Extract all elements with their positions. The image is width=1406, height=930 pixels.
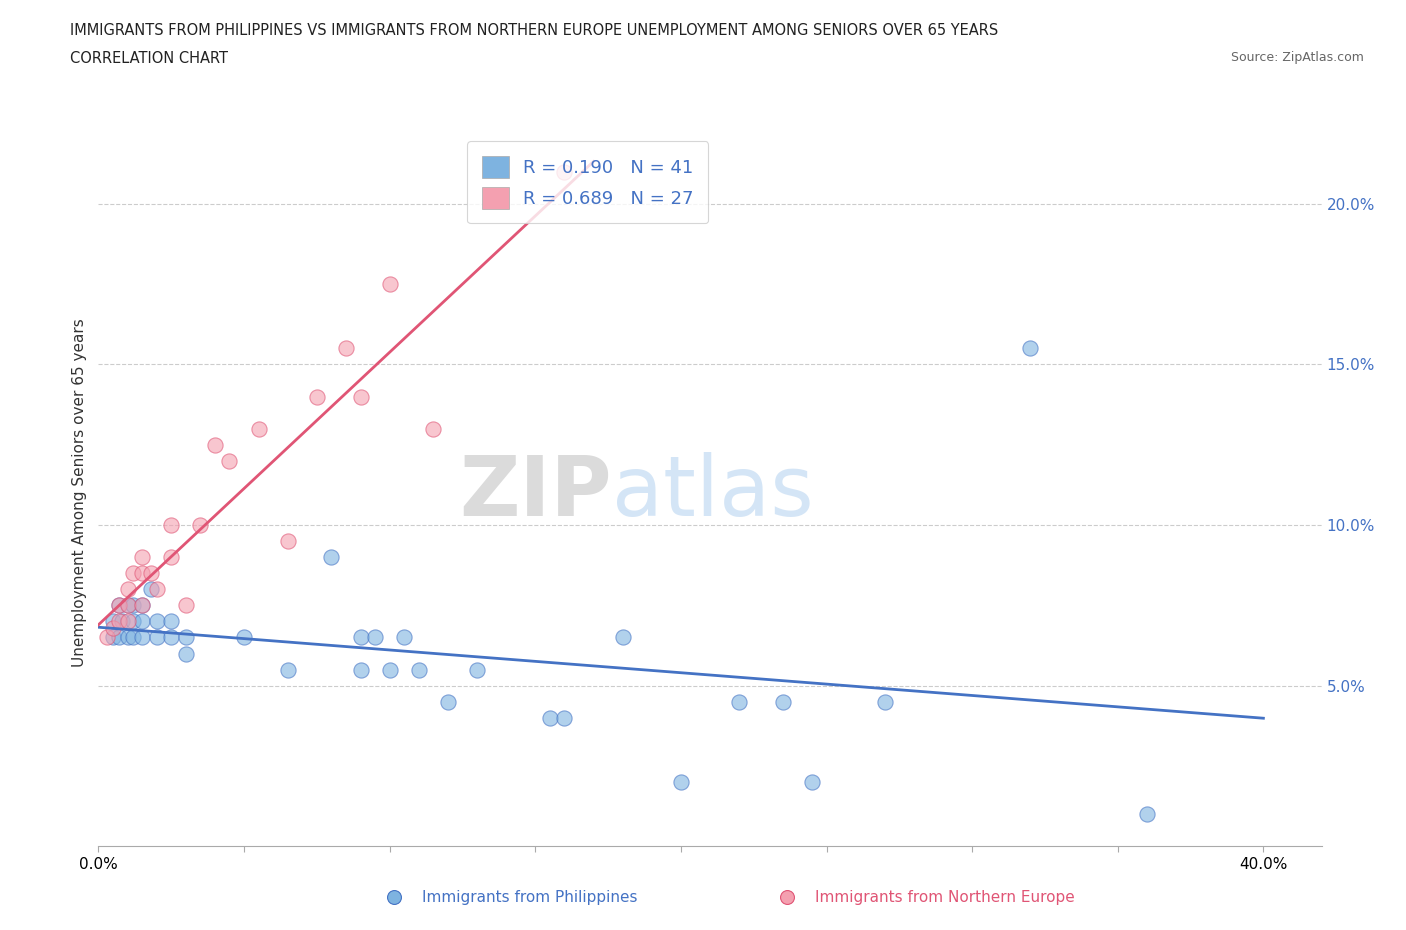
Point	[553, 711, 575, 725]
Point	[669, 775, 692, 790]
Point	[277, 662, 299, 677]
Point	[321, 550, 343, 565]
Point	[392, 630, 416, 644]
Point	[538, 711, 561, 725]
Point	[553, 165, 575, 179]
Text: Immigrants from Philippines: Immigrants from Philippines	[422, 890, 637, 905]
Point	[117, 582, 139, 597]
Point	[122, 630, 145, 644]
Point	[1136, 806, 1159, 821]
Point	[776, 890, 799, 905]
Point	[335, 341, 357, 356]
Point	[108, 598, 131, 613]
Point	[131, 614, 153, 629]
Point	[108, 598, 131, 613]
Point	[108, 614, 131, 629]
Point	[145, 614, 167, 629]
Point	[101, 620, 124, 635]
Point	[204, 437, 226, 452]
Point	[422, 421, 444, 436]
Point	[305, 389, 328, 404]
Point	[382, 890, 405, 905]
Point	[408, 662, 430, 677]
Y-axis label: Unemployment Among Seniors over 65 years: Unemployment Among Seniors over 65 years	[72, 319, 87, 668]
Text: atlas: atlas	[612, 452, 814, 534]
Point	[139, 565, 162, 580]
Legend: R = 0.190   N = 41, R = 0.689   N = 27: R = 0.190 N = 41, R = 0.689 N = 27	[467, 141, 709, 223]
Point	[277, 534, 299, 549]
Point	[465, 662, 488, 677]
Point	[139, 582, 162, 597]
Point	[101, 630, 124, 644]
Text: Immigrants from Northern Europe: Immigrants from Northern Europe	[815, 890, 1076, 905]
Point	[122, 565, 145, 580]
Point	[349, 389, 371, 404]
Text: CORRELATION CHART: CORRELATION CHART	[70, 51, 228, 66]
Point	[728, 695, 751, 710]
Point	[117, 598, 139, 613]
Point	[873, 695, 896, 710]
Point	[122, 614, 145, 629]
Point	[117, 630, 139, 644]
Point	[174, 630, 197, 644]
Point	[378, 662, 401, 677]
Point	[437, 695, 460, 710]
Point	[349, 662, 371, 677]
Point	[233, 630, 256, 644]
Point	[174, 598, 197, 613]
Point	[122, 598, 145, 613]
Point	[117, 614, 139, 629]
Point	[364, 630, 387, 644]
Point	[247, 421, 270, 436]
Point	[174, 646, 197, 661]
Point	[160, 614, 183, 629]
Text: ZIP: ZIP	[460, 452, 612, 534]
Point	[108, 630, 131, 644]
Point	[145, 582, 167, 597]
Point	[96, 630, 118, 644]
Point	[160, 550, 183, 565]
Point	[349, 630, 371, 644]
Point	[160, 630, 183, 644]
Text: Source: ZipAtlas.com: Source: ZipAtlas.com	[1230, 51, 1364, 64]
Point	[111, 614, 134, 629]
Text: IMMIGRANTS FROM PHILIPPINES VS IMMIGRANTS FROM NORTHERN EUROPE UNEMPLOYMENT AMON: IMMIGRANTS FROM PHILIPPINES VS IMMIGRANT…	[70, 23, 998, 38]
Point	[378, 276, 401, 291]
Point	[131, 598, 153, 613]
Point	[160, 518, 183, 533]
Point	[131, 630, 153, 644]
Point	[131, 565, 153, 580]
Point	[117, 598, 139, 613]
Point	[218, 453, 240, 468]
Point	[101, 614, 124, 629]
Point	[1019, 341, 1042, 356]
Point	[131, 550, 153, 565]
Point	[801, 775, 824, 790]
Point	[772, 695, 794, 710]
Point	[612, 630, 634, 644]
Point	[131, 598, 153, 613]
Point	[145, 630, 167, 644]
Point	[188, 518, 212, 533]
